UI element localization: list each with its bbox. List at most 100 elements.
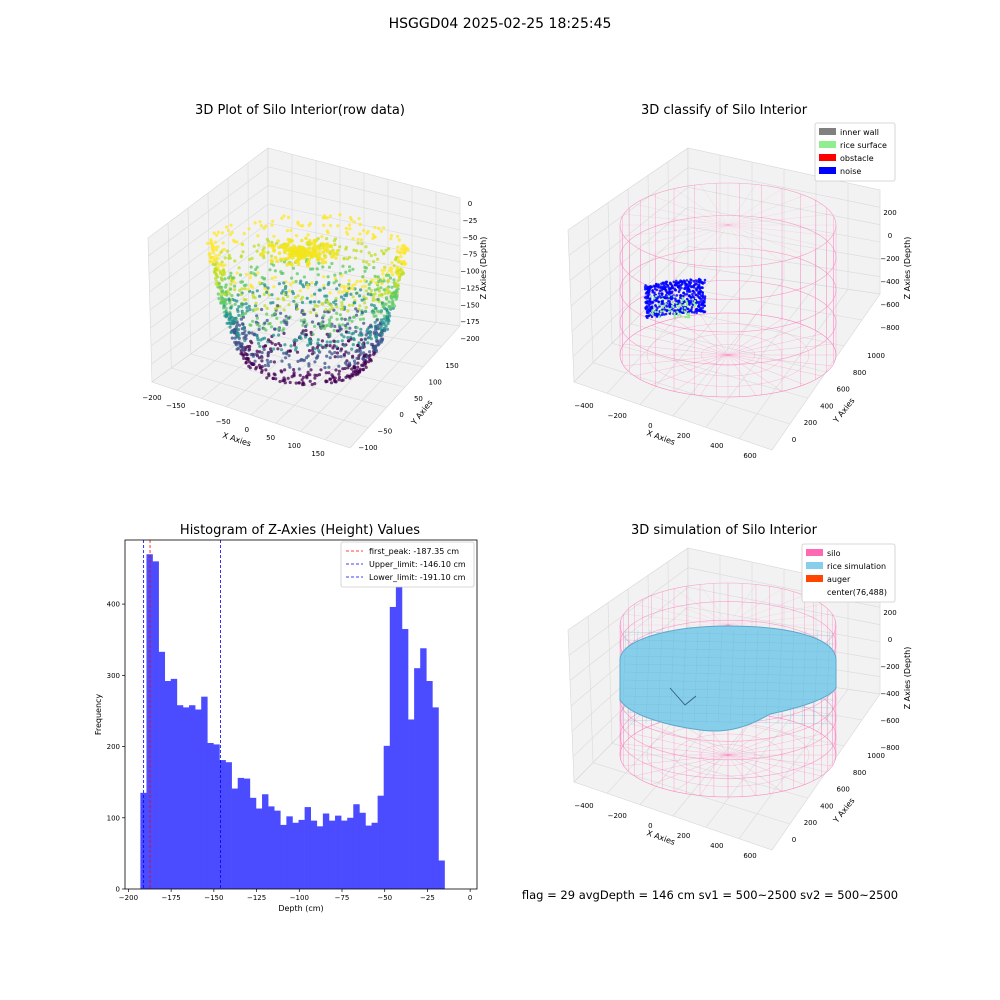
p1-point	[328, 344, 332, 348]
p1-point	[279, 270, 283, 274]
p1-point	[342, 257, 346, 261]
p1-point	[300, 378, 304, 382]
p1-point	[360, 298, 364, 302]
p2-silo-spoke	[727, 188, 783, 226]
p4-y-axis-label: Y Axies	[831, 796, 857, 825]
p2-rice-surface-point	[692, 302, 696, 305]
p1-point	[273, 373, 277, 377]
p1-point	[373, 346, 377, 350]
p1-point	[379, 324, 383, 328]
p1-point	[238, 288, 242, 292]
p2-noise-point	[669, 287, 672, 291]
p1-point	[292, 374, 296, 378]
p1-point	[376, 323, 380, 327]
p4-x-tick-label: −400	[574, 802, 593, 810]
p1-point	[325, 294, 329, 298]
p1-point	[230, 276, 235, 280]
p1-point	[334, 368, 338, 372]
p1-point	[345, 292, 349, 296]
p1-point	[393, 281, 397, 285]
p1-point	[375, 339, 379, 343]
p1-point	[215, 233, 219, 237]
p3-bar	[255, 808, 263, 889]
p4-rice-surface	[619, 625, 837, 732]
p1-point	[216, 230, 220, 234]
p1-point	[272, 234, 276, 238]
p2-gridline	[592, 362, 791, 425]
p1-point	[315, 346, 319, 350]
p1-point	[266, 338, 271, 342]
p1-point	[271, 376, 275, 380]
p3-legend-label: Lower_limit: -191.10 cm	[369, 573, 466, 582]
p1-point	[380, 268, 384, 272]
p4-gridline	[687, 606, 881, 643]
p1-point	[216, 265, 220, 270]
p1-point	[337, 364, 341, 368]
p2-silo-spoke	[634, 224, 729, 247]
p1-point	[241, 250, 245, 254]
p1-point	[243, 351, 247, 356]
p1-point	[390, 301, 394, 305]
p1-point	[364, 305, 368, 310]
p1-point	[247, 347, 252, 351]
p1-point	[359, 338, 363, 342]
p1-point	[343, 317, 347, 321]
p1-point	[355, 249, 359, 253]
p1-point	[338, 245, 342, 249]
p1-point	[242, 298, 246, 302]
p1-point	[282, 243, 287, 247]
p1-point	[330, 261, 334, 266]
p1-point	[265, 358, 269, 362]
p1-point	[396, 234, 400, 238]
p2-rice-surface-point	[653, 306, 656, 309]
p1-point	[328, 377, 333, 381]
p1-point	[345, 257, 350, 261]
p1-point	[330, 352, 334, 356]
p1-point	[310, 320, 315, 324]
p2-silo-spoke	[699, 184, 729, 226]
p1-point	[288, 380, 292, 385]
p4-gridline	[592, 762, 791, 825]
p3-bar	[383, 745, 391, 889]
p1-point	[287, 363, 291, 367]
p1-point	[262, 292, 266, 296]
p1-point	[312, 300, 317, 304]
p1-point	[320, 258, 325, 262]
p1-gridline	[267, 166, 461, 215]
p1-point	[336, 355, 340, 359]
p1-point	[232, 238, 236, 242]
p2-rice-surface-point	[683, 307, 687, 310]
p2-silo-ring	[619, 182, 837, 268]
p1-point	[340, 333, 344, 337]
p2-noise-point	[683, 286, 687, 290]
p3-y-tick-label: 400	[107, 601, 120, 609]
p1-point	[350, 332, 354, 336]
p1-point	[240, 280, 245, 284]
p4-surface-mesh-line	[813, 629, 819, 725]
p1-point	[312, 308, 316, 312]
p1-point	[237, 305, 241, 309]
p1-point	[364, 365, 368, 369]
p3-bar	[164, 681, 172, 889]
p1-point	[265, 306, 269, 310]
figure-suptitle: HSGGD04 2025-02-25 18:25:45	[388, 16, 612, 32]
p1-point	[255, 323, 259, 327]
p1-point	[357, 341, 361, 345]
p1-point	[388, 290, 392, 294]
p1-point	[322, 214, 327, 218]
p1-point	[240, 331, 244, 336]
p1-point	[355, 309, 360, 313]
p1-point	[347, 279, 351, 283]
p1-point	[260, 275, 264, 280]
p1-point	[248, 366, 252, 370]
p1-point	[351, 284, 355, 288]
p1-point	[367, 325, 371, 329]
p1-z-tick-label: 0	[468, 200, 472, 208]
p1-point	[226, 228, 230, 233]
p1-point	[216, 292, 220, 296]
p1-point	[343, 366, 347, 371]
p1-point	[227, 276, 231, 280]
p1-gridline	[190, 353, 387, 408]
p1-point	[396, 273, 400, 277]
p4-surface-mesh-line	[621, 629, 627, 725]
